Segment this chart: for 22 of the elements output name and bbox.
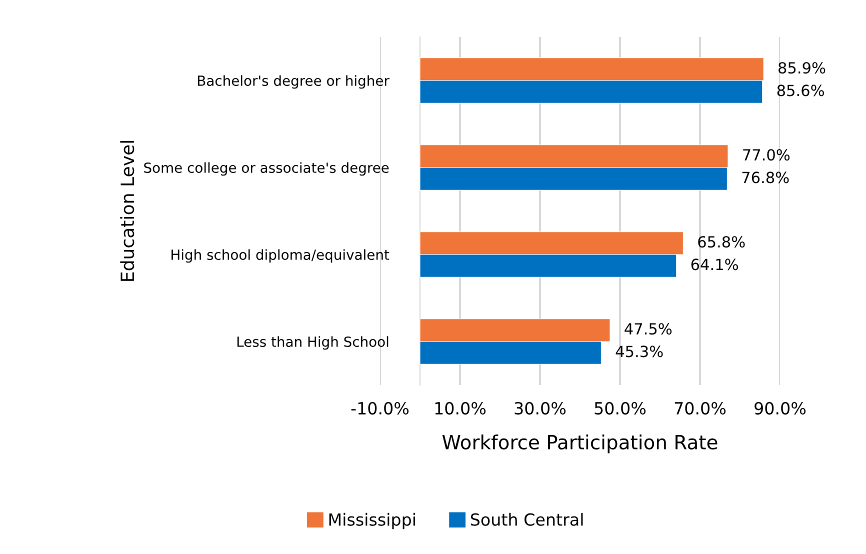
y-tick-label: Bachelor's degree or higher bbox=[198, 75, 390, 89]
y-tick-label: Less than High School bbox=[237, 336, 388, 350]
x-tick-label: 70.0% bbox=[674, 402, 726, 415]
x-axis-title: Workforce Participation Rate bbox=[442, 434, 718, 454]
data-label: 45.3% bbox=[616, 346, 663, 358]
y-tick-label: Some college or associate's degree bbox=[144, 162, 389, 176]
legend-label: Mississippi bbox=[329, 512, 415, 530]
data-label: 76.8% bbox=[742, 172, 789, 184]
x-tick-label: 30.0% bbox=[514, 402, 566, 415]
x-tick-label: 90.0% bbox=[754, 402, 806, 415]
x-tick-label: 50.0% bbox=[594, 402, 646, 415]
data-label: 65.8% bbox=[698, 236, 745, 248]
data-label: 64.1% bbox=[691, 258, 738, 270]
data-label: 85.6% bbox=[777, 84, 824, 96]
data-label: 77.0% bbox=[743, 149, 790, 161]
data-label: 47.5% bbox=[624, 323, 672, 335]
x-tick-label: -10.0% bbox=[351, 402, 409, 415]
y-tick-label: High school diploma/equivalent bbox=[172, 249, 390, 263]
x-tick-label: 10.0% bbox=[435, 402, 486, 415]
legend-label: South Central bbox=[470, 512, 583, 526]
y-axis-title: Education Level bbox=[120, 141, 134, 281]
data-label: 85.9% bbox=[778, 62, 826, 74]
